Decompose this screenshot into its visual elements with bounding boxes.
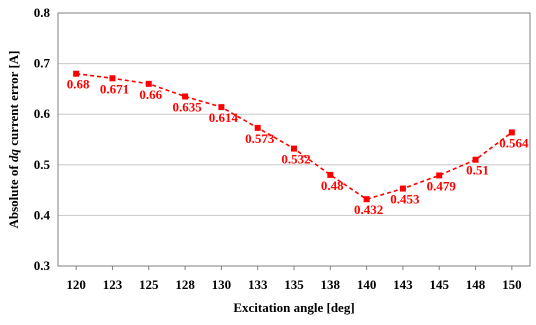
data-label: 0.479 (427, 178, 457, 193)
x-tick-label: 138 (321, 277, 341, 292)
data-point-marker (327, 171, 334, 178)
data-point-marker (73, 70, 80, 77)
x-tick-label: 140 (357, 277, 377, 292)
data-label: 0.66 (139, 87, 162, 102)
x-tick-label: 130 (212, 277, 232, 292)
x-tick-label: 145 (429, 277, 449, 292)
y-axis-title-part-3: current error [A] (6, 51, 21, 150)
data-label: 0.48 (321, 178, 344, 193)
data-point-marker (182, 93, 189, 100)
data-point-marker (472, 156, 479, 163)
data-label: 0.68 (67, 77, 90, 92)
data-label: 0.432 (354, 202, 383, 217)
data-point-marker (218, 104, 225, 111)
y-tick-label: 0.8 (34, 5, 51, 20)
y-tick-label: 0.5 (34, 157, 51, 172)
data-label: 0.614 (209, 110, 239, 125)
y-axis-title: Absolute of dq current error [A] (6, 51, 21, 229)
y-tick-label: 0.4 (34, 207, 51, 222)
x-tick-labels: 120 123 125 128 130 133 135 138 140 143 145 148 150 (66, 266, 522, 292)
x-tick-label: 133 (248, 277, 268, 292)
y-tick-label: 0.6 (34, 106, 51, 121)
plot-frame (57, 12, 531, 267)
data-label: 0.573 (245, 131, 275, 146)
data-label: 0.671 (100, 81, 129, 96)
x-tick-label: 150 (502, 277, 522, 292)
x-tick-label: 125 (139, 277, 159, 292)
data-point-marker (436, 172, 443, 179)
y-axis-title-part-2: dq (6, 149, 21, 163)
data-point-marker (363, 196, 370, 203)
grid-layer (58, 12, 530, 267)
data-point-marker (109, 75, 116, 82)
data-point-marker (291, 145, 297, 152)
x-tick-label: 123 (103, 277, 123, 292)
x-tick-label: 120 (66, 277, 86, 292)
data-label: 0.51 (466, 163, 489, 178)
x-tick-label: 143 (393, 277, 413, 292)
data-point-marker (399, 185, 406, 192)
data-label: 0.453 (390, 192, 420, 207)
y-tick-labels: 0.3 0.4 0.5 0.6 0.7 0.8 (34, 5, 51, 273)
data-labels: 0.68 0.671 0.66 0.635 0.614 0.573 0.532 0.48 0.4… (67, 77, 529, 217)
x-tick-label: 135 (284, 277, 304, 292)
x-tick-label: 148 (466, 277, 486, 292)
data-label: 0.564 (499, 135, 529, 150)
y-tick-label: 0.3 (34, 258, 51, 273)
data-point-marker (145, 80, 152, 87)
series-layer (73, 70, 515, 203)
x-tick-label: 128 (175, 277, 195, 292)
y-axis-title-part-1: Absolute of (6, 162, 21, 228)
data-label: 0.532 (281, 152, 310, 167)
x-axis-title: Excitation angle [deg] (233, 300, 354, 315)
data-point-marker (508, 129, 515, 136)
y-tick-label: 0.7 (34, 56, 51, 71)
data-label: 0.635 (172, 99, 202, 114)
data-point-marker (254, 124, 261, 131)
